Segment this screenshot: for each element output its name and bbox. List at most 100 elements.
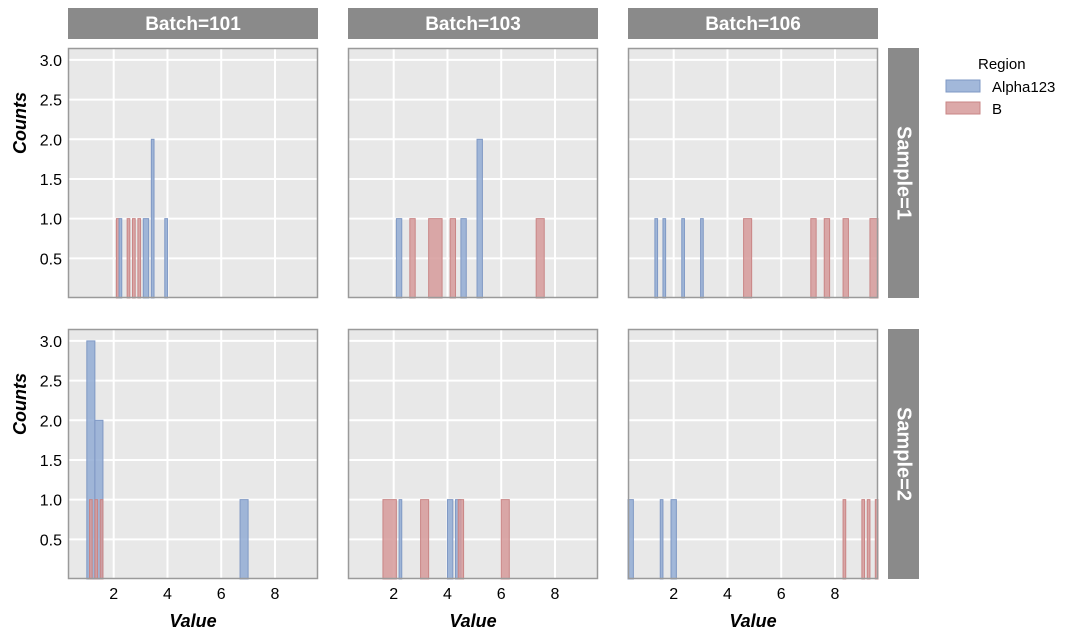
column-strip [628, 8, 878, 39]
y-tick-label: 2.5 [40, 374, 62, 391]
y-tick-label: 1.0 [40, 212, 62, 229]
histogram-bar [535, 218, 545, 299]
histogram-bar [866, 499, 871, 580]
strips-layer: Batch=101 Batch=103 Batch=106 Sample=1 Sampl… [68, 8, 919, 579]
x-axis-title: Value [169, 611, 216, 631]
histogram-bar [428, 218, 443, 299]
x-tick-label: 4 [163, 586, 172, 603]
row-strip-label: Sample=2 [893, 407, 915, 501]
histogram-bar [94, 499, 99, 580]
panel-r1-c1: 2 4 6 8 [347, 328, 599, 603]
legend: Region Alpha123 B [945, 56, 1055, 118]
histogram-bar [659, 499, 664, 580]
y-tick-label: 2.0 [40, 413, 62, 430]
y-tick-label: 0.5 [40, 532, 62, 549]
histogram-bar [89, 499, 93, 580]
histogram-bar [681, 218, 685, 299]
histogram-bar [500, 499, 510, 580]
x-axis-title: Value [729, 611, 776, 631]
histogram-bar [662, 218, 667, 299]
y-tick-label: 1.5 [40, 453, 62, 470]
legend-label: B [992, 101, 1002, 118]
x-tick-label: 8 [551, 586, 560, 603]
x-tick-label: 6 [217, 586, 226, 603]
x-tick-label: 6 [497, 586, 506, 603]
panel-background [348, 48, 598, 298]
panel-r1-c0: 0.5 1.0 1.5 2.0 2.5 3.0 2 4 6 8 [40, 328, 319, 603]
histogram-bar [382, 499, 397, 580]
panel-r0-c2 [627, 47, 879, 299]
x-axis-title: Value [449, 611, 496, 631]
x-tick-label: 2 [669, 586, 678, 603]
column-strip-label: Batch=106 [705, 14, 801, 35]
histogram-bar [823, 218, 831, 299]
legend-swatch [945, 101, 981, 115]
histogram-bar [409, 218, 416, 299]
y-tick-label: 3.0 [40, 334, 62, 351]
histogram-bar [457, 499, 465, 580]
panel-background [68, 48, 318, 298]
panel-border [347, 328, 599, 580]
legend-label: Alpha123 [992, 79, 1055, 96]
legend-swatch [945, 79, 981, 93]
panel-background [628, 48, 878, 298]
histogram-bar [137, 218, 142, 299]
x-tick-label: 6 [777, 586, 786, 603]
x-tick-label: 4 [723, 586, 732, 603]
histogram-bar [842, 499, 847, 580]
panel-background [68, 329, 318, 579]
histogram-bar [398, 499, 403, 580]
histogram-bar [118, 218, 123, 299]
legend-title: Region [978, 56, 1026, 73]
y-tick-label: 1.5 [40, 172, 62, 189]
y-tick-label: 1.0 [40, 493, 62, 510]
histogram-bar [446, 499, 454, 580]
panel-r1-c2: 2 4 6 8 [627, 328, 879, 603]
x-tick-label: 4 [443, 586, 452, 603]
histogram-bar [460, 218, 467, 299]
histogram-bar [132, 218, 136, 299]
panel-border [627, 47, 879, 299]
x-tick-label: 8 [831, 586, 840, 603]
y-tick-label: 3.0 [40, 53, 62, 70]
y-tick-label: 2.5 [40, 93, 62, 110]
x-tick-label: 2 [109, 586, 118, 603]
axis-labels-layer: Counts Counts Value Value Value [10, 92, 777, 631]
y-axis-title: Counts [10, 92, 30, 154]
histogram-bar [861, 499, 866, 580]
x-tick-label: 2 [389, 586, 398, 603]
panel-r0-c0: 0.5 1.0 1.5 2.0 2.5 3.0 [40, 47, 319, 299]
histogram-bar [842, 218, 849, 299]
y-tick-label: 2.0 [40, 132, 62, 149]
column-strip-label: Batch=101 [145, 14, 241, 35]
panel-border [67, 328, 319, 580]
panel-background [628, 329, 878, 579]
panel-r0-c1 [347, 47, 599, 299]
histogram-bar [239, 499, 249, 580]
panel-border [627, 328, 879, 580]
histogram-bar [99, 499, 104, 580]
histogram-bar [476, 138, 483, 299]
histogram-bar [449, 218, 457, 299]
row-strip-label: Sample=1 [893, 126, 915, 220]
histogram-bar [126, 218, 131, 299]
histogram-bar [164, 218, 168, 299]
histogram-bar [670, 499, 677, 580]
histogram-bar [743, 218, 753, 299]
panel-border [347, 47, 599, 299]
panel-border [67, 47, 319, 299]
histogram-bar [142, 218, 150, 299]
histogram-bar [654, 218, 659, 299]
histogram-bar [810, 218, 817, 299]
row-strip [888, 329, 919, 579]
y-tick-label: 0.5 [40, 251, 62, 268]
histogram-bar [150, 138, 155, 299]
column-strip [348, 8, 598, 39]
x-tick-label: 8 [271, 586, 280, 603]
histogram-bar [395, 218, 403, 299]
histogram-bar [700, 218, 704, 299]
y-axis-title: Counts [10, 373, 30, 435]
histogram-bar [420, 499, 430, 580]
panels-layer: 0.5 1.0 1.5 2.0 2.5 3.0 0.5 1.0 1.5 2.0 2.5 3.0 2 4 6 8… [40, 47, 879, 603]
